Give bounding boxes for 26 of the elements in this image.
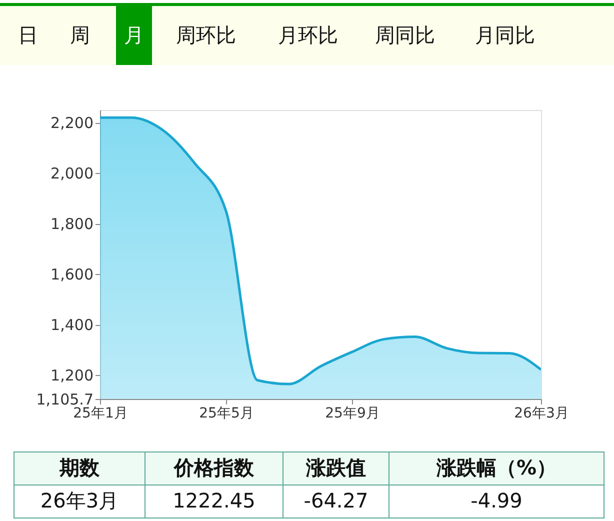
text: 月环比 (278, 23, 338, 47)
x-tick-label: 25年9月 (325, 406, 380, 422)
y-tick-label: 2,200 (50, 114, 94, 132)
y-tick-label: 1,200 (50, 366, 94, 385)
text: -64.27 (304, 488, 368, 512)
text: 涨跌幅（%） (435, 456, 557, 480)
text: 26年3月 (40, 488, 119, 512)
y-tick-label: 1,400 (50, 316, 94, 334)
y-tick-label: 2,000 (50, 164, 94, 183)
y-tick-label: 1,600 (50, 266, 94, 284)
x-tick-label: 25年5月 (199, 406, 254, 422)
x-tick-label: 25年1月 (73, 406, 128, 422)
text: 1222.45 (172, 488, 256, 512)
text: 周 (70, 23, 90, 47)
text: -4.99 (470, 488, 522, 512)
text: 价格指数 (173, 456, 255, 480)
y-tick-label: 1,800 (50, 215, 94, 234)
text: 周环比 (176, 23, 236, 47)
text: 周同比 (375, 23, 435, 47)
y-tick-label: 1,105.7 (36, 390, 94, 408)
x-tick-label: 26年3月 (514, 406, 569, 422)
text: 涨跌值 (305, 456, 366, 480)
text: 月同比 (475, 23, 535, 47)
text: 日 (18, 23, 38, 47)
text: 期数 (58, 456, 100, 480)
text: 月 (124, 23, 144, 47)
